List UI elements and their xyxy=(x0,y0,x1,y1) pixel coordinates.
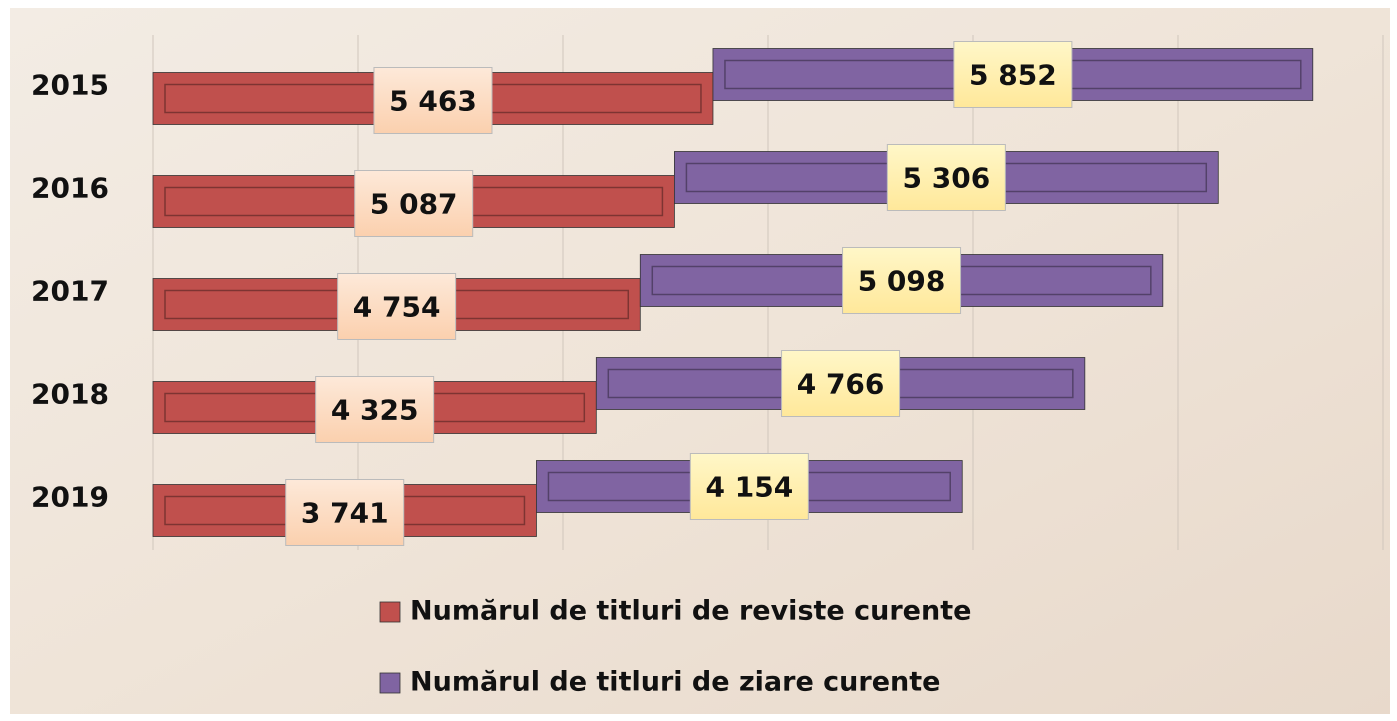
value-label-box xyxy=(781,350,901,417)
y-tick-label: 2019 xyxy=(31,481,109,514)
value-label-box xyxy=(886,144,1006,211)
legend-swatch xyxy=(379,672,401,694)
y-tick-label: 2015 xyxy=(31,69,109,102)
y-tick-label: 2017 xyxy=(31,275,109,308)
value-label-box xyxy=(354,170,474,237)
value-label-box xyxy=(373,67,493,134)
value-label: 5 852 xyxy=(969,59,1057,92)
value-label: 4 754 xyxy=(353,291,441,324)
value-label: 4 766 xyxy=(797,368,885,401)
value-label: 5 098 xyxy=(858,265,946,298)
value-label: 5 306 xyxy=(903,162,991,195)
value-label: 5 463 xyxy=(389,85,477,118)
value-label-box xyxy=(315,376,435,443)
y-tick-label: 2018 xyxy=(31,378,109,411)
value-label: 4 325 xyxy=(331,394,419,427)
value-label: 4 154 xyxy=(706,471,794,504)
value-label: 5 087 xyxy=(370,188,458,221)
value-label: 3 741 xyxy=(301,497,389,530)
value-label-box xyxy=(842,247,962,314)
value-label-box xyxy=(689,453,809,520)
value-label-box xyxy=(285,479,405,546)
value-label-box xyxy=(337,273,457,340)
legend-label: Numărul de titluri de reviste curente xyxy=(410,596,971,627)
legend-label: Numărul de titluri de ziare curente xyxy=(410,667,940,698)
legend-swatch xyxy=(379,601,401,623)
y-tick-label: 2016 xyxy=(31,172,109,205)
value-label-box xyxy=(953,41,1073,108)
